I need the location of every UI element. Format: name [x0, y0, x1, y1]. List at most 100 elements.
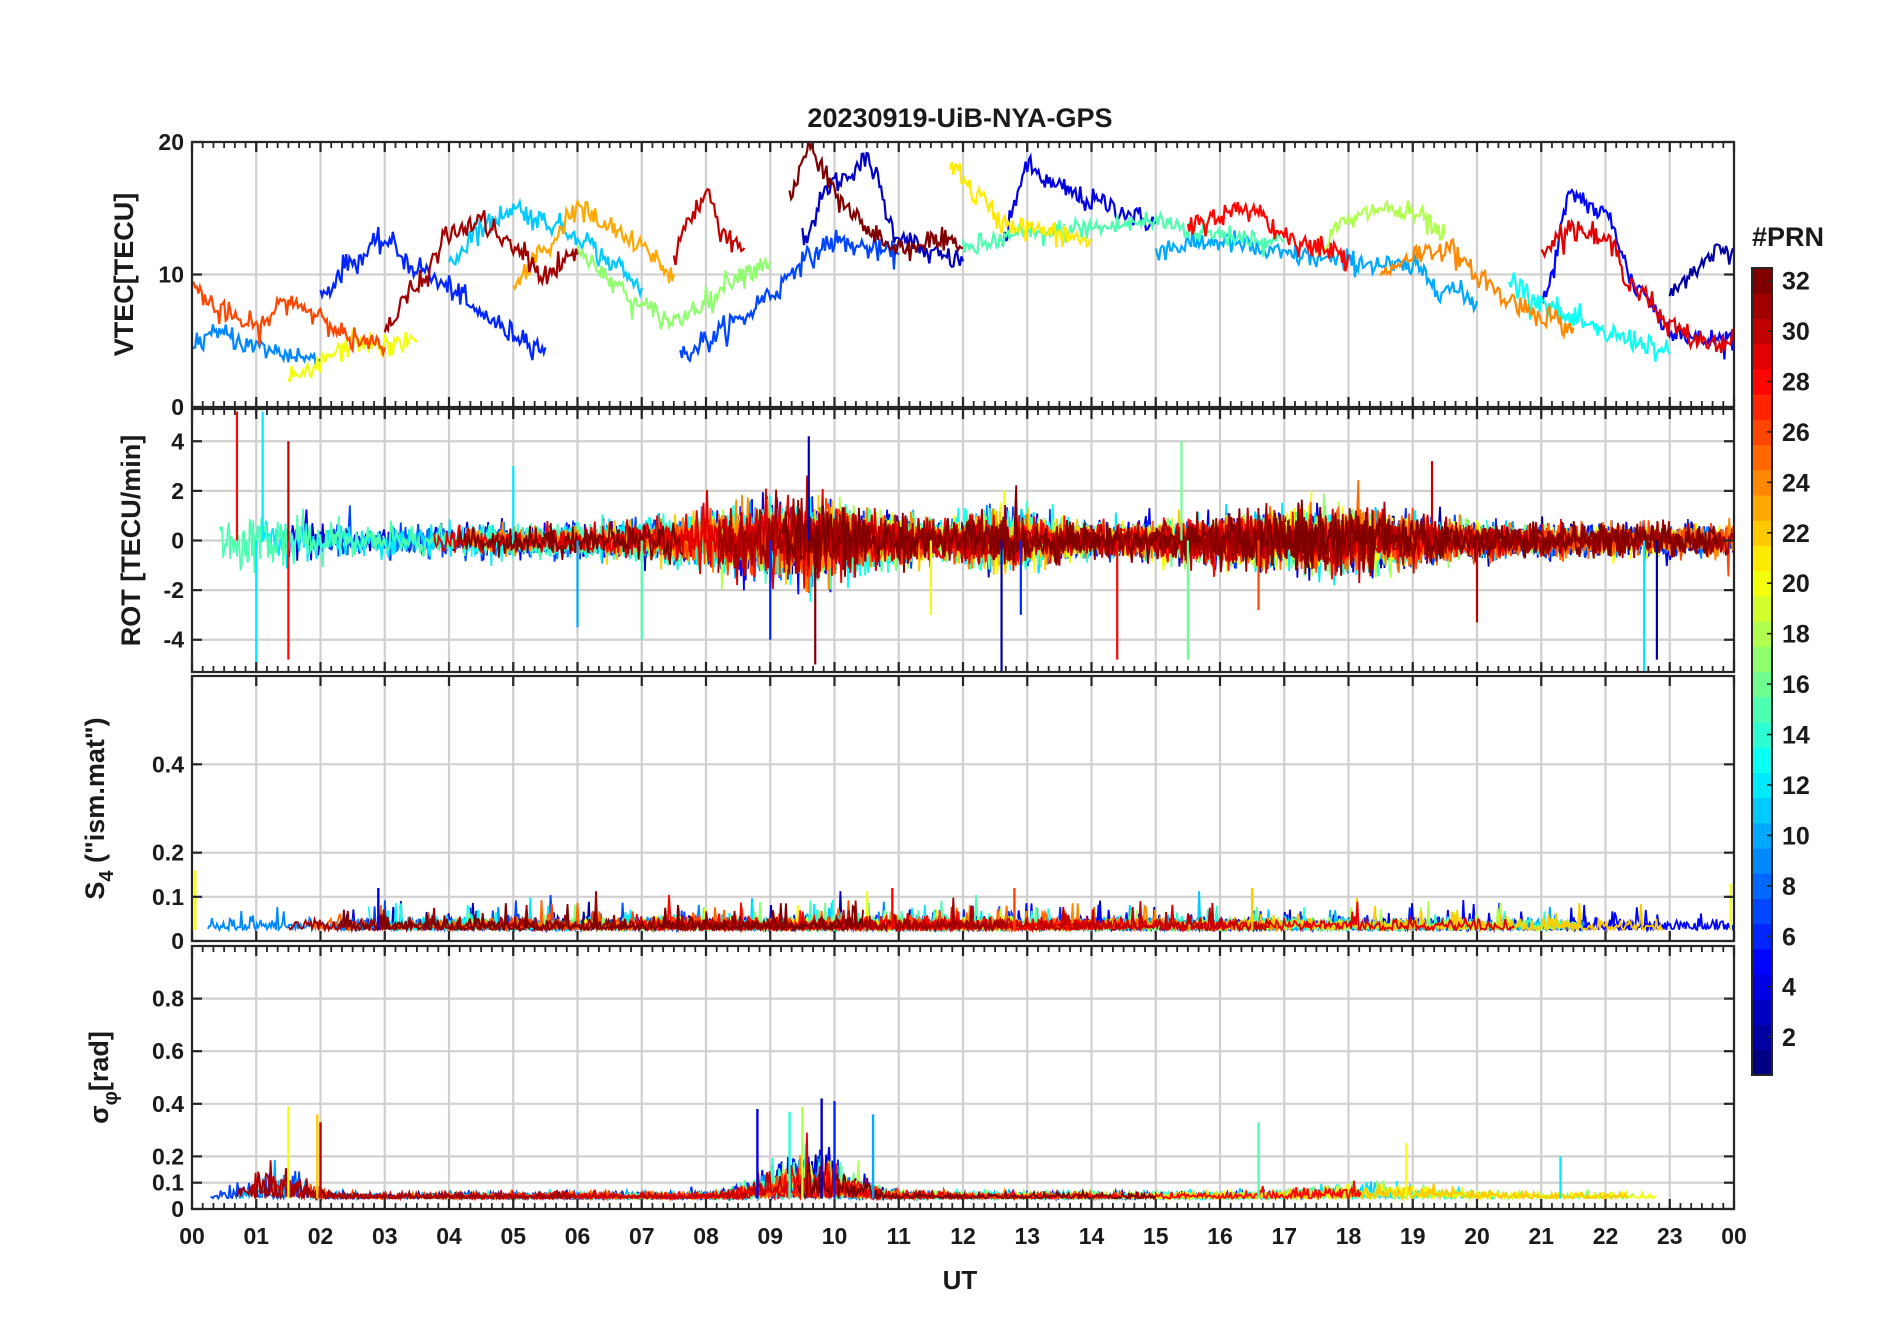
vtec-series-prn-4	[1001, 152, 1157, 247]
y-tick-label: 0.8	[152, 986, 184, 1012]
x-tick-label: 22	[1593, 1223, 1619, 1249]
colorbar-tick-label: 20	[1782, 570, 1810, 598]
colorbar-step	[1752, 293, 1772, 320]
vtec-series-prn-17	[576, 245, 772, 331]
colorbar-step	[1752, 848, 1772, 874]
colorbar-step	[1752, 974, 1772, 1000]
colorbar-step	[1752, 368, 1772, 395]
x-tick-label: 23	[1657, 1223, 1683, 1249]
y-axis-label-main: ROT [TECU/min]	[116, 435, 146, 646]
colorbar-step	[1752, 545, 1772, 572]
colorbar-step	[1752, 570, 1772, 597]
sigma-series-prn-32	[796, 1162, 1157, 1202]
x-tick-label: 04	[436, 1223, 462, 1249]
y-tick-label: 0.1	[152, 884, 184, 910]
colorbar-tick-label: 6	[1782, 923, 1796, 951]
rot-series-prn-32	[781, 485, 1344, 577]
colorbar-tick-label: 2	[1782, 1024, 1796, 1052]
x-tick-label: 00	[179, 1223, 205, 1249]
colorbar-step	[1752, 268, 1772, 294]
x-tick-label: 10	[822, 1223, 848, 1249]
vtec-series-prn-7	[679, 229, 900, 363]
vtec-series-prn-29	[1540, 218, 1734, 354]
y-tick-label: 0	[171, 1196, 184, 1222]
sigma-series-prn-29	[472, 1132, 983, 1202]
figure-title: 20230919-UiB-NYA-GPS	[807, 103, 1112, 133]
colorbar-tick-label: 28	[1782, 368, 1810, 396]
colorbar-step	[1752, 873, 1772, 900]
x-tick-label: 07	[629, 1223, 655, 1249]
vtec-series-prn-31	[383, 209, 579, 334]
x-tick-label: 18	[1336, 1223, 1362, 1249]
x-tick-label: 01	[243, 1223, 269, 1249]
y-axis-label: σφ[rad]	[84, 1031, 122, 1124]
y-tick-label: 0.2	[152, 840, 184, 866]
x-tick-label: 14	[1079, 1223, 1105, 1249]
vtec-series-group	[192, 142, 1734, 383]
vtec-series-prn-15	[961, 210, 1285, 257]
colorbar-step	[1752, 822, 1772, 849]
colorbar-step	[1752, 898, 1772, 925]
colorbar-step	[1752, 444, 1772, 471]
colorbar-tick-label: 12	[1782, 772, 1810, 800]
vtec-series-prn-9	[192, 324, 321, 368]
panel-rot: -4 -2 0 2 4 ROT [TECU/min]	[116, 407, 1736, 674]
vtec-series-prn-30	[672, 187, 746, 266]
panel-s4: 0 0.1 0.2 0.4 S4 ("ism.mat")	[80, 674, 1736, 954]
colorbar-step	[1752, 646, 1772, 673]
vtec-series-prn-24	[1379, 237, 1575, 340]
x-tick-label: 05	[500, 1223, 526, 1249]
y-axis-label-main: S	[80, 882, 110, 900]
x-tick-label: 19	[1400, 1223, 1426, 1249]
x-tick-label: 00	[1721, 1223, 1747, 1249]
x-tick-label: 16	[1207, 1223, 1233, 1249]
vtec-series-prn-32	[788, 142, 964, 262]
colorbar-step	[1752, 671, 1772, 698]
sigma-series-prn-31	[236, 1160, 573, 1201]
colorbar-step	[1752, 948, 1772, 975]
x-tick-label: 08	[693, 1223, 719, 1249]
vtec-series-prn-18	[1315, 198, 1446, 257]
vtec-series-prn-13	[1508, 272, 1671, 362]
x-tick-label: 20	[1464, 1223, 1490, 1249]
y-axis-label: ROT [TECU/min]	[116, 435, 146, 646]
colorbar-tick-label: 30	[1782, 318, 1810, 346]
y-axis-label-main: σ	[84, 1105, 114, 1123]
colorbar-step	[1752, 494, 1772, 521]
x-tick-label: 15	[1143, 1223, 1169, 1249]
vtec-series-prn-28	[1186, 201, 1350, 272]
colorbar-step	[1752, 923, 1772, 950]
vtec-series-prn-11	[447, 197, 643, 299]
y-tick-label: 0	[171, 928, 184, 954]
colorbar-tick-label: 14	[1782, 722, 1810, 750]
x-tick-label: 13	[1014, 1223, 1040, 1249]
vtec-series-prn-21	[949, 161, 1093, 248]
vtec-series-prn-6	[319, 226, 547, 361]
x-tick-label: 12	[950, 1223, 976, 1249]
colorbar-step	[1752, 469, 1772, 496]
x-tick-label: 03	[372, 1223, 398, 1249]
y-tick-label: -2	[164, 577, 184, 603]
y-tick-label: 20	[158, 129, 184, 155]
colorbar-step	[1752, 318, 1772, 345]
rot-series-prn-32	[457, 521, 684, 565]
y-axis-label-sub: 4	[96, 870, 118, 882]
rot-series-group	[218, 411, 1734, 672]
vtec-series-prn-2	[1668, 243, 1734, 297]
y-axis-label: S4 ("ism.mat")	[80, 717, 118, 899]
colorbar-step	[1752, 747, 1772, 773]
x-tick-label: 02	[308, 1223, 334, 1249]
y-tick-label: 0.4	[152, 751, 184, 777]
vtec-series-prn-26	[192, 281, 386, 358]
colorbar-tick-label: 8	[1782, 873, 1796, 901]
s4-series-group	[194, 870, 1734, 934]
s4-series-prn-32	[339, 903, 864, 934]
colorbar-step	[1752, 419, 1772, 446]
y-tick-label: 4	[171, 428, 184, 454]
colorbar-step	[1752, 343, 1772, 370]
y-tick-label: 0.2	[152, 1143, 184, 1169]
colorbar-step	[1752, 1049, 1772, 1076]
panel-sigma-phi: 00.10.2 0.4 0.6 0.8 σφ[rad]	[84, 944, 1736, 1222]
